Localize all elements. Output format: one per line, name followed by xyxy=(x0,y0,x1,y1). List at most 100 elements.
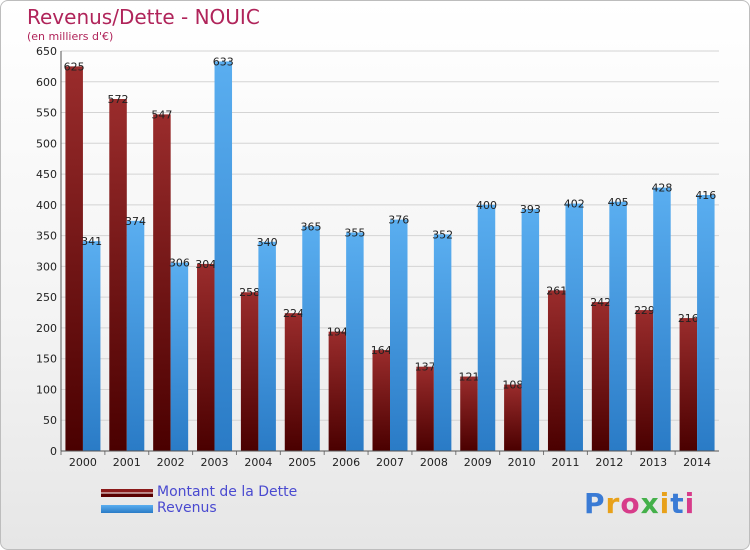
y-tick-label: 600 xyxy=(36,76,57,89)
data-label-revenue: 355 xyxy=(344,227,365,240)
logo-letter: i xyxy=(659,487,671,520)
data-label-revenue: 374 xyxy=(125,215,146,228)
x-tick-label: 2001 xyxy=(113,456,141,469)
data-label-debt: 304 xyxy=(195,258,216,271)
bar-debt xyxy=(197,263,215,451)
bar-debt xyxy=(547,290,566,451)
logo-letter: i xyxy=(684,487,696,520)
bar-revenue xyxy=(390,219,408,451)
data-label-revenue: 416 xyxy=(695,189,716,202)
data-label-revenue: 405 xyxy=(608,196,629,209)
data-label-debt: 572 xyxy=(108,93,129,106)
bar-debt xyxy=(504,384,522,451)
x-tick-label: 2012 xyxy=(595,456,623,469)
y-tick-label: 200 xyxy=(36,322,57,335)
bar-debt xyxy=(153,114,171,451)
bar-debt xyxy=(591,302,610,451)
bar-revenue xyxy=(214,61,233,451)
bar-revenue xyxy=(609,201,627,451)
x-tick-label: 2004 xyxy=(244,456,272,469)
y-tick-label: 50 xyxy=(43,414,57,427)
x-tick-label: 2002 xyxy=(157,456,185,469)
bar-debt xyxy=(372,350,390,451)
bar-debt xyxy=(460,376,478,451)
x-tick-label: 2006 xyxy=(332,456,360,469)
bar-revenue xyxy=(258,241,276,451)
data-label-revenue: 352 xyxy=(432,228,453,241)
logo-letter: o xyxy=(620,487,641,520)
proxiti-logo: Proxiti xyxy=(584,487,695,520)
data-label-revenue: 428 xyxy=(651,182,672,195)
data-label-debt: 229 xyxy=(634,304,655,317)
legend-swatch-debt xyxy=(101,489,153,497)
x-tick-label: 2011 xyxy=(551,456,579,469)
bar-debt xyxy=(416,366,434,451)
data-label-revenue: 633 xyxy=(213,55,234,68)
bar-revenue xyxy=(521,209,540,451)
bar-revenue xyxy=(302,226,320,451)
data-label-debt: 258 xyxy=(239,286,260,299)
data-label-revenue: 365 xyxy=(301,220,322,233)
data-label-debt: 164 xyxy=(371,344,392,357)
bar-revenue xyxy=(170,262,189,451)
data-label-debt: 261 xyxy=(546,284,567,297)
legend-label-debt: Montant de la Dette xyxy=(157,484,298,500)
x-tick-label: 2000 xyxy=(69,456,97,469)
bar-revenue xyxy=(433,234,452,451)
chart-subtitle: (en milliers d'€) xyxy=(27,30,114,43)
bar-revenue xyxy=(82,241,101,451)
y-tick-label: 650 xyxy=(36,45,57,58)
x-tick-label: 2014 xyxy=(683,456,711,469)
bar-debt xyxy=(65,66,83,451)
data-label-revenue: 306 xyxy=(169,257,190,270)
bar-revenue xyxy=(126,220,145,451)
data-label-debt: 137 xyxy=(415,361,436,374)
y-tick-label: 550 xyxy=(36,107,57,120)
logo-letter: t xyxy=(670,487,685,520)
legend-label-revenue: Revenus xyxy=(157,500,217,516)
data-label-debt: 194 xyxy=(327,326,348,339)
x-tick-label: 2008 xyxy=(420,456,448,469)
x-tick-label: 2009 xyxy=(464,456,492,469)
bar-revenue xyxy=(565,203,583,451)
bar-debt xyxy=(679,318,698,451)
y-tick-label: 300 xyxy=(36,260,57,273)
bar-debt xyxy=(328,331,347,451)
y-tick-label: 400 xyxy=(36,199,57,212)
x-tick-label: 2007 xyxy=(376,456,404,469)
x-tick-label: 2003 xyxy=(201,456,229,469)
x-tick-label: 2013 xyxy=(639,456,667,469)
bar-revenue xyxy=(346,232,364,451)
legend-swatch-revenue xyxy=(101,505,153,513)
data-label-debt: 108 xyxy=(502,379,523,392)
logo-letter: P xyxy=(584,487,606,520)
y-tick-label: 100 xyxy=(36,383,57,396)
data-label-debt: 547 xyxy=(151,108,172,121)
bar-revenue xyxy=(477,204,496,451)
bar-debt xyxy=(284,313,303,451)
data-label-debt: 121 xyxy=(458,371,479,384)
data-label-debt: 224 xyxy=(283,307,304,320)
y-tick-label: 150 xyxy=(36,353,57,366)
y-tick-label: 250 xyxy=(36,291,57,304)
data-label-revenue: 402 xyxy=(564,198,585,211)
data-label-revenue: 400 xyxy=(476,199,497,212)
logo-letter: r xyxy=(605,487,621,520)
logo-letter: x xyxy=(640,487,660,520)
data-label-revenue: 341 xyxy=(81,235,102,248)
data-label-debt: 625 xyxy=(64,60,85,73)
data-label-revenue: 376 xyxy=(388,214,409,227)
data-label-revenue: 393 xyxy=(520,203,541,216)
bar-revenue xyxy=(653,187,671,451)
data-label-revenue: 340 xyxy=(257,236,278,249)
y-tick-label: 0 xyxy=(50,445,57,458)
y-tick-label: 450 xyxy=(36,168,57,181)
x-tick-label: 2010 xyxy=(508,456,536,469)
chart-title: Revenus/Dette - NOUIC xyxy=(27,5,260,29)
data-label-debt: 216 xyxy=(678,312,699,325)
y-tick-label: 350 xyxy=(36,230,57,243)
bar-debt xyxy=(109,99,127,451)
bar-debt xyxy=(635,310,654,451)
